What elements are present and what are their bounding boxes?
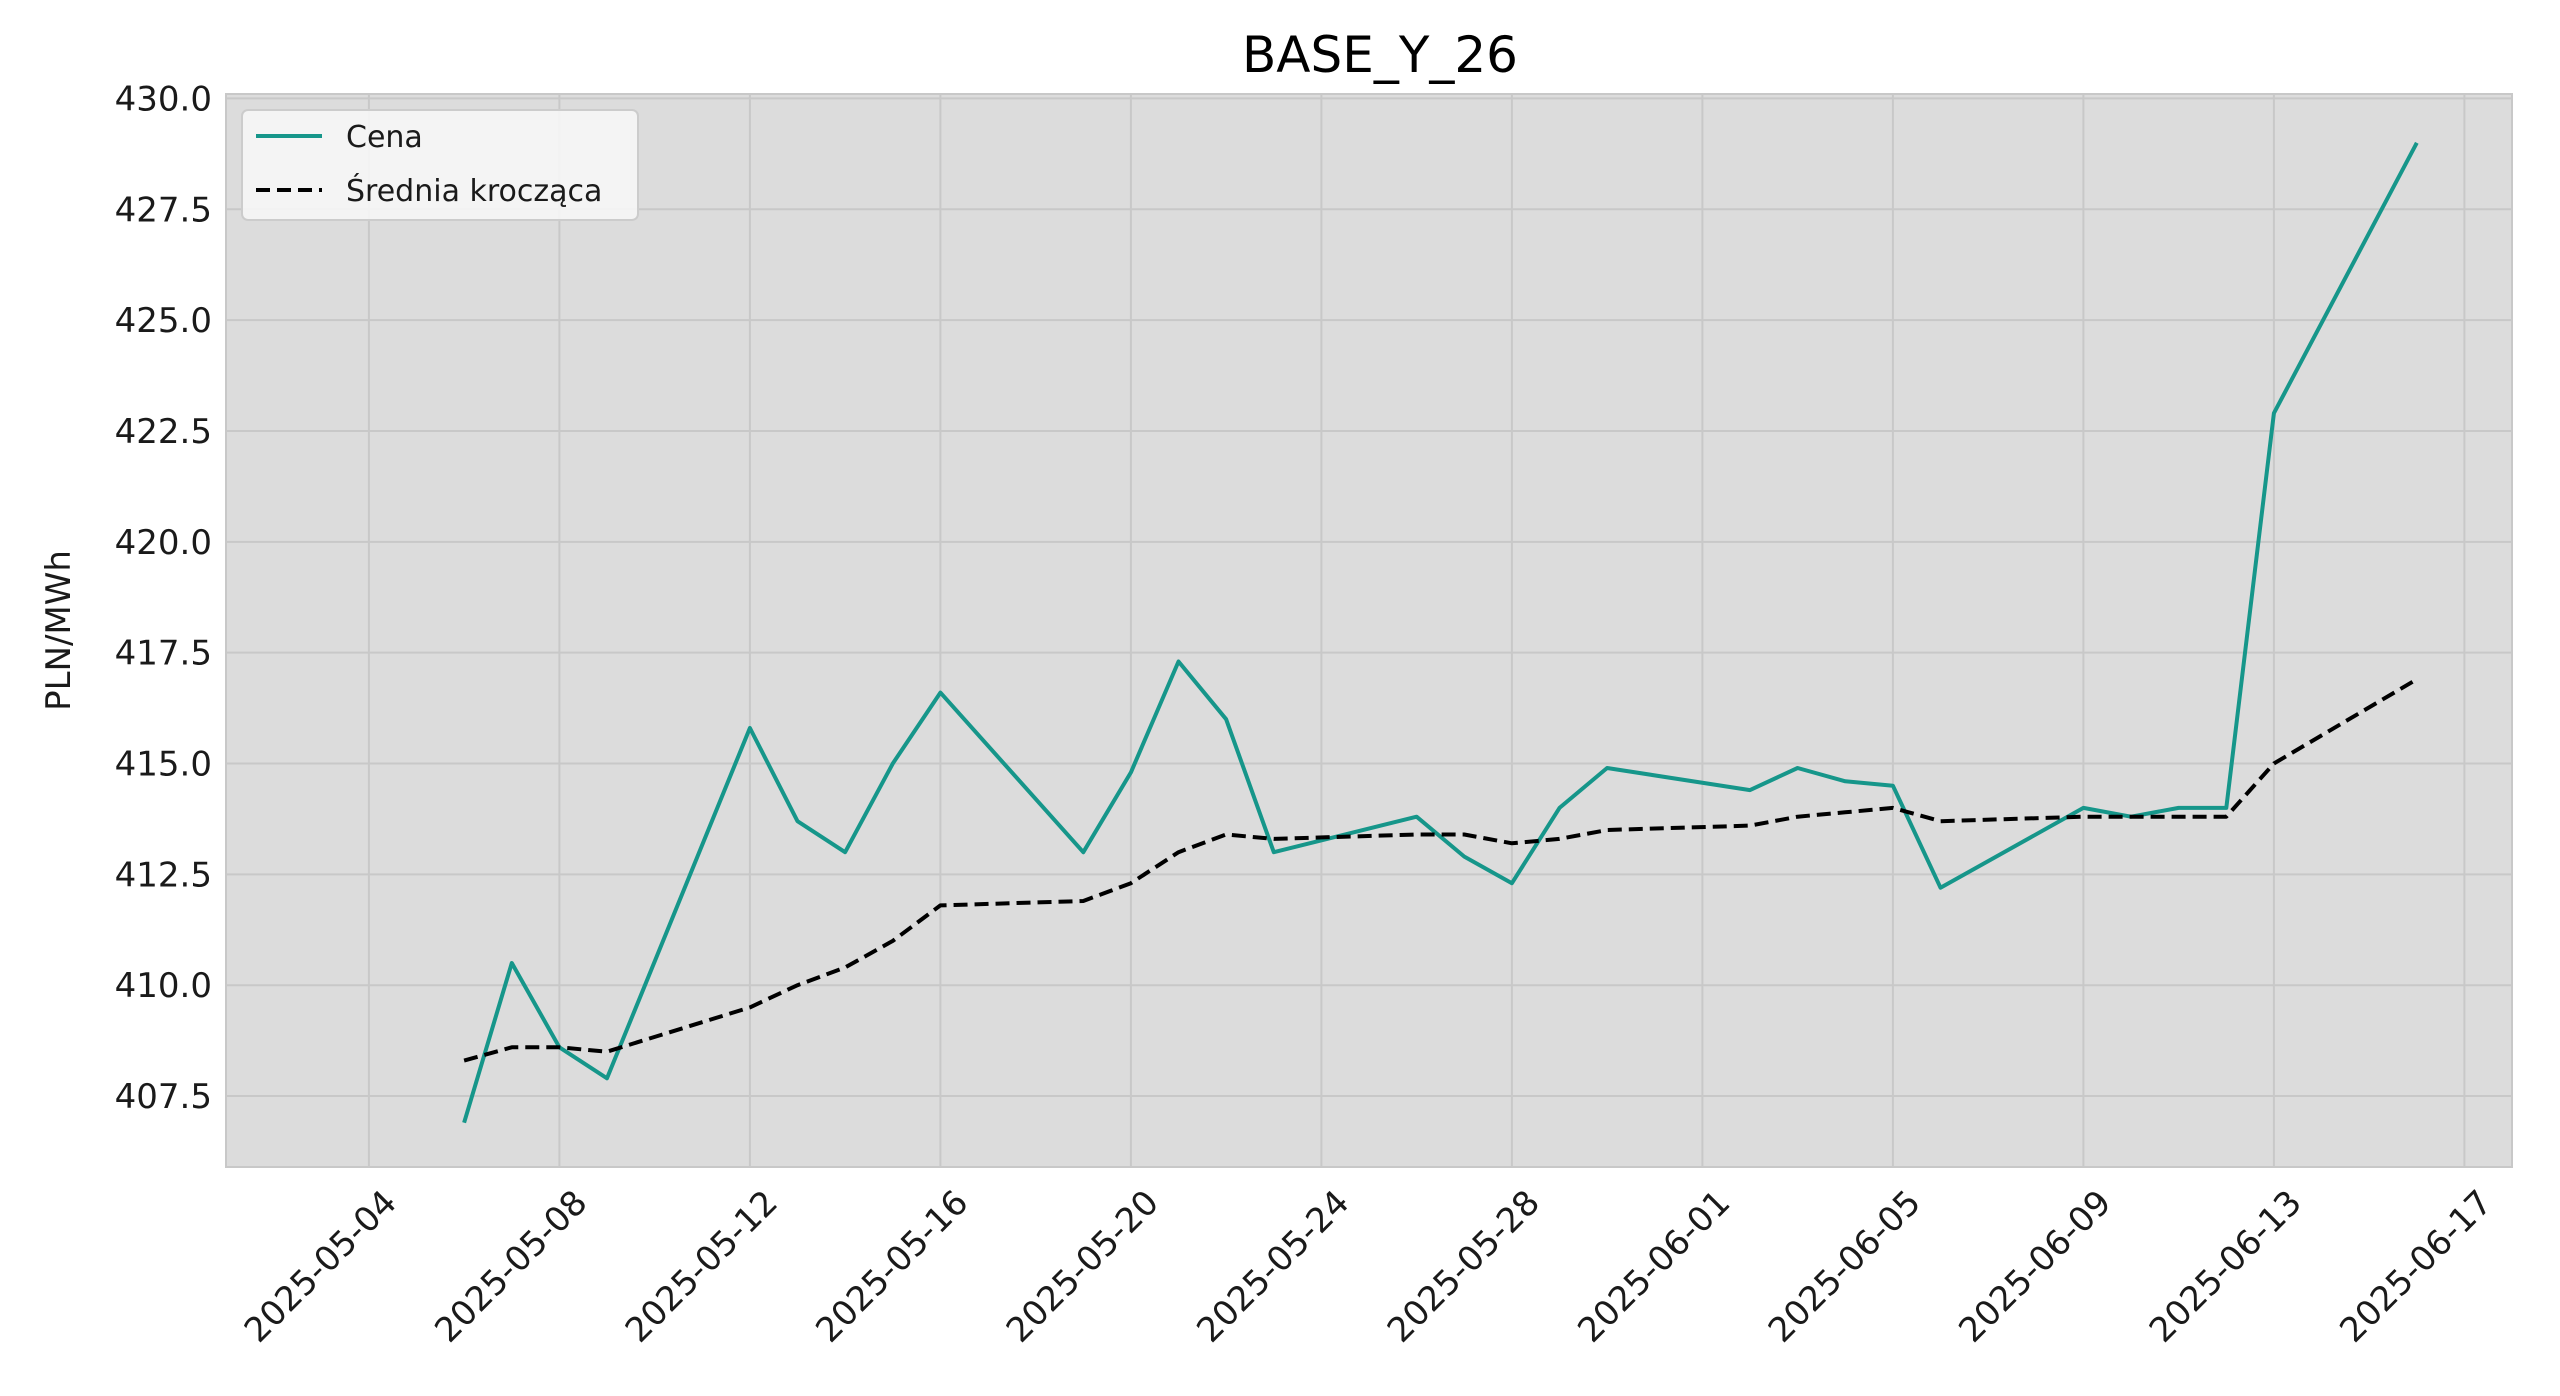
y-axis: 407.5 410.0 412.5 415.0 417.5 420.0 422.5 425.0… bbox=[115, 79, 212, 1117]
series-line-srednia bbox=[463, 677, 2418, 1063]
y-tick-label: 425.0 bbox=[115, 301, 212, 341]
legend-box bbox=[241, 109, 639, 221]
chart-title: BASE_Y_26 bbox=[1242, 26, 1518, 84]
legend: Cena Średnia krocząca bbox=[241, 109, 639, 221]
y-tick-label: 407.5 bbox=[115, 1077, 212, 1117]
y-tick-label: 417.5 bbox=[115, 634, 212, 674]
y-axis-title: PLN/MWh bbox=[39, 550, 79, 711]
y-tick-label: 430.0 bbox=[115, 79, 212, 119]
series-line-cena bbox=[462, 141, 2419, 1124]
legend-label-srednia: Średnia krocząca bbox=[346, 172, 602, 209]
y-tick-label: 412.5 bbox=[115, 855, 212, 895]
y-tick-label: 427.5 bbox=[115, 190, 212, 230]
plot-area bbox=[226, 94, 2512, 1167]
series-layer bbox=[462, 141, 2419, 1124]
y-tick-label: 415.0 bbox=[115, 745, 212, 785]
y-tick-label: 422.5 bbox=[115, 412, 212, 452]
y-tick-label: 420.0 bbox=[115, 523, 212, 563]
plot-frame bbox=[225, 93, 2513, 1168]
y-tick-label: 410.0 bbox=[115, 966, 212, 1006]
legend-label-cena: Cena bbox=[346, 120, 423, 155]
